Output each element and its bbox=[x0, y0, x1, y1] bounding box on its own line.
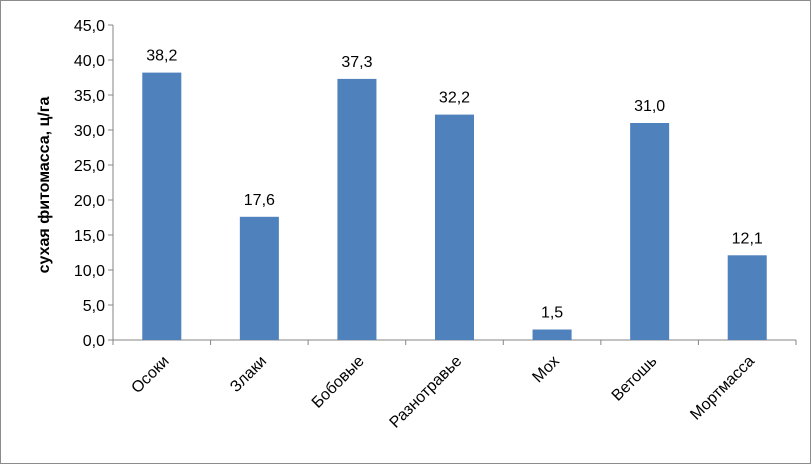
data-label: 1,5 bbox=[541, 305, 563, 322]
category-label: Ветошь bbox=[609, 353, 661, 405]
y-tick-label: 0,0 bbox=[83, 333, 105, 350]
category-label: Бобовые bbox=[309, 353, 368, 412]
y-axis-ticks: 0,0 5,0 10,0 15,0 20,0 25,0 30,0 35,0 40,0 45,0 bbox=[74, 18, 113, 350]
category-label: Разнотравье bbox=[387, 353, 466, 432]
data-label: 32,2 bbox=[439, 90, 470, 107]
y-tick-label: 20,0 bbox=[74, 193, 105, 210]
bar bbox=[337, 78, 377, 341]
y-tick-label: 15,0 bbox=[74, 228, 105, 245]
y-tick-label: 45,0 bbox=[74, 18, 105, 35]
y-tick-label: 10,0 bbox=[74, 263, 105, 280]
category-label: Осоки bbox=[128, 353, 172, 397]
category-label: Мортмасса bbox=[687, 353, 758, 424]
bar bbox=[142, 72, 182, 340]
bar bbox=[727, 255, 767, 340]
data-label: 37,3 bbox=[341, 54, 372, 71]
data-label: 38,2 bbox=[146, 48, 177, 65]
data-label: 12,1 bbox=[732, 230, 763, 247]
bar-series bbox=[142, 72, 767, 341]
bar bbox=[630, 123, 670, 340]
data-labels: 38,2 17,6 37,3 32,2 1,5 31,0 12,1 bbox=[146, 48, 763, 322]
x-axis-ticks bbox=[112, 340, 797, 345]
y-tick-label: 40,0 bbox=[74, 53, 105, 70]
data-label: 17,6 bbox=[244, 192, 275, 209]
data-label: 31,0 bbox=[634, 98, 665, 115]
category-label: Злаки bbox=[227, 353, 270, 396]
bar bbox=[239, 216, 279, 340]
category-label: Мох bbox=[530, 353, 563, 386]
y-tick-label: 30,0 bbox=[74, 123, 105, 140]
y-tick-label: 35,0 bbox=[74, 88, 105, 105]
y-axis-title: сухая фитомасса, ц/га bbox=[36, 97, 53, 274]
category-labels: Осоки Злаки Бобовые Разнотравье Мох Ветошь Мор… bbox=[128, 353, 758, 432]
y-tick-label: 5,0 bbox=[83, 298, 105, 315]
y-tick-label: 25,0 bbox=[74, 158, 105, 175]
bar bbox=[434, 114, 475, 340]
bar bbox=[532, 329, 572, 340]
